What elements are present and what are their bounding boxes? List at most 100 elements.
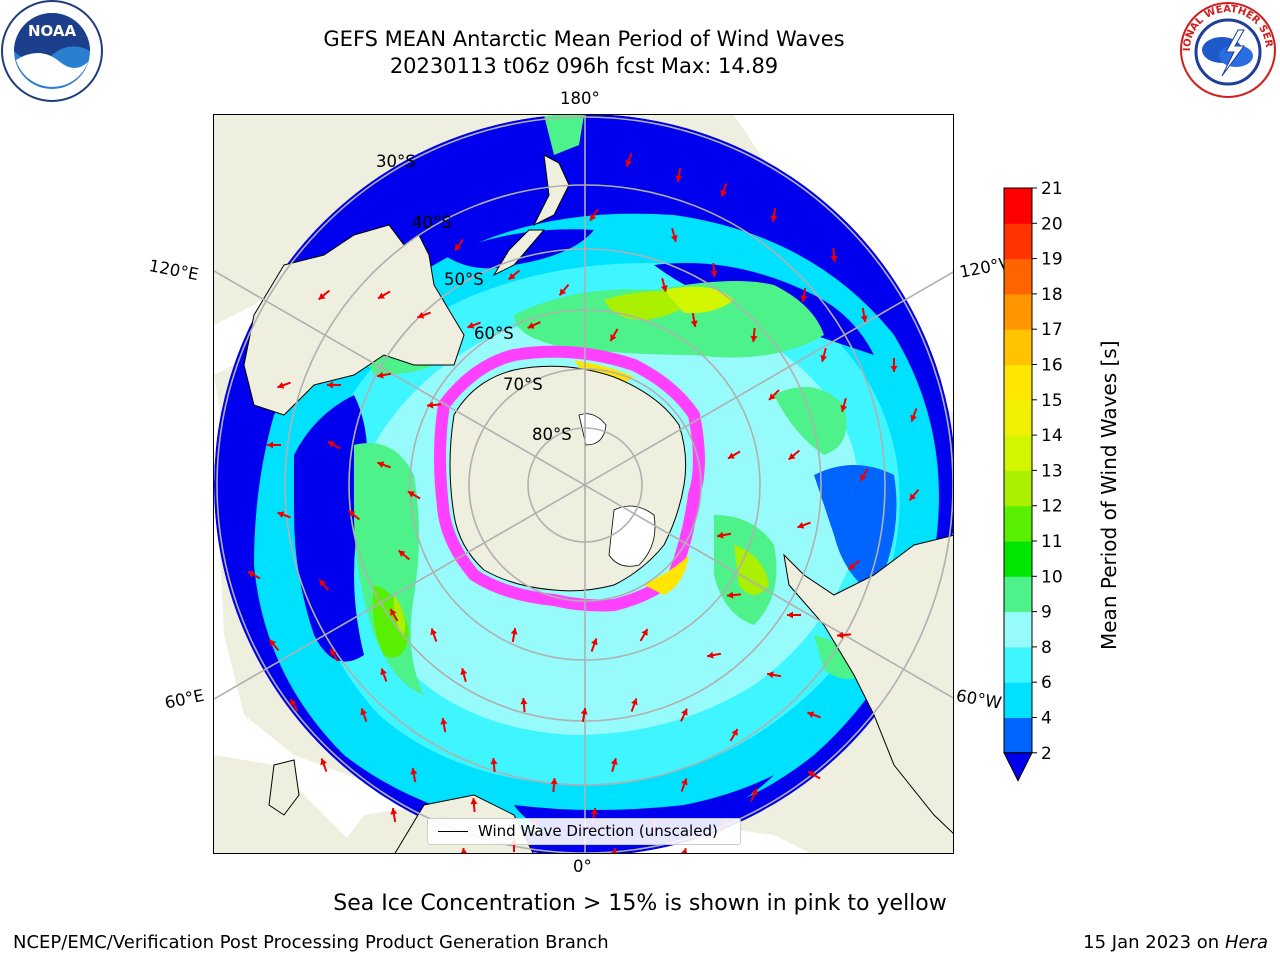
sea-ice-caption: Sea Ice Concentration > 15% is shown in … bbox=[333, 891, 947, 916]
wave-arrow-head bbox=[611, 848, 618, 853]
wave-arrow-head bbox=[427, 401, 434, 409]
wave-arrow-head bbox=[410, 768, 418, 775]
wave-arrow-head bbox=[390, 808, 398, 815]
wave-arrow-head bbox=[277, 511, 285, 518]
wave-arrow-head bbox=[681, 848, 688, 853]
wave-arrow-head bbox=[890, 366, 898, 372]
wave-arrow-head bbox=[690, 320, 698, 327]
footer-branch: NCEP/EMC/Verification Post Processing Pr… bbox=[13, 932, 609, 953]
colorbar-tick-label: 12 bbox=[1041, 497, 1063, 517]
colorbar-tick-label: 17 bbox=[1041, 320, 1063, 340]
wave-arrow-head bbox=[430, 628, 437, 636]
lat-label-80s: 80°S bbox=[532, 425, 572, 444]
wave-arrow-head bbox=[559, 288, 567, 296]
wave-arrow-head bbox=[520, 698, 528, 705]
lon-label-60e: 60°E bbox=[163, 685, 206, 713]
noaa-logo: NOAA bbox=[0, 0, 104, 104]
lon-label-120e: 120°E bbox=[147, 256, 201, 285]
wave-arrow-head bbox=[277, 382, 285, 389]
wave-arrow-head bbox=[348, 510, 356, 518]
wave-arrow-head bbox=[675, 175, 683, 182]
wave-arrow-head bbox=[454, 243, 462, 251]
lat-label-30s: 30°S bbox=[376, 152, 416, 171]
lon-label-180: 180° bbox=[560, 89, 600, 108]
wave-arrow-head bbox=[641, 628, 648, 636]
wave-arrow-head bbox=[717, 531, 724, 539]
lat-label-50s: 50°S bbox=[444, 270, 484, 289]
colorbar-tick-label: 8 bbox=[1041, 638, 1052, 658]
map-legend: Wind Wave Direction (unscaled) bbox=[427, 818, 741, 845]
colorbar-tick-label: 19 bbox=[1041, 250, 1063, 270]
wave-arrow-head bbox=[670, 235, 678, 242]
nws-logo: NATIONAL WEATHER SERVICE bbox=[1174, 0, 1278, 100]
wave-arrow-head bbox=[461, 848, 467, 853]
wave-arrow-head bbox=[470, 798, 478, 805]
wave-arrow-head bbox=[750, 335, 758, 342]
wave-arrow-head bbox=[527, 322, 535, 329]
lon-label-0: 0° bbox=[573, 857, 592, 876]
colorbar-segment bbox=[1004, 435, 1032, 471]
wave-arrow-head bbox=[330, 648, 337, 656]
wave-arrow-head bbox=[751, 788, 758, 796]
colorbar-tick-label: 11 bbox=[1041, 532, 1063, 552]
colorbar-tick-label: 16 bbox=[1041, 356, 1063, 376]
wave-arrow-head bbox=[407, 491, 415, 498]
lat-label-60s: 60°S bbox=[474, 324, 514, 343]
wave-arrow-head bbox=[590, 808, 598, 815]
wave-arrow-head bbox=[247, 571, 255, 578]
chart-subtitle: 20230113 t06z 096h fcst Max: 14.89 bbox=[389, 54, 779, 78]
wave-arrow-head bbox=[327, 381, 333, 389]
wave-arrow-head bbox=[660, 285, 668, 292]
wave-arrow-head bbox=[327, 441, 335, 448]
legend-line-swatch bbox=[438, 831, 468, 832]
colorbar-tick-label: 4 bbox=[1041, 709, 1052, 729]
colorbar-segment bbox=[1004, 611, 1032, 648]
wave-arrow-head bbox=[510, 628, 518, 635]
wave-arrow-head bbox=[830, 255, 838, 262]
wave-arrow-head bbox=[631, 698, 638, 706]
wave-arrow-head bbox=[460, 668, 468, 675]
lat-label-40s: 40°S bbox=[412, 213, 452, 232]
colorbar-segment bbox=[1004, 717, 1032, 754]
colorbar: 2 4 6 8 9 10 11 12 13 14 15 16 17 18 19 20 21 bbox=[990, 179, 1110, 790]
wave-arrow-head bbox=[769, 393, 776, 400]
footer-date-text: 15 Jan 2023 on bbox=[1083, 932, 1225, 953]
wave-arrow-head bbox=[360, 708, 367, 716]
colorbar-segment bbox=[1004, 646, 1032, 683]
wave-arrow-head bbox=[610, 758, 618, 765]
colorbar-tick-label: 21 bbox=[1041, 180, 1063, 199]
wave-arrow-head bbox=[710, 270, 718, 277]
noaa-logo-text: NOAA bbox=[28, 22, 77, 40]
wave-arrow-head bbox=[377, 371, 384, 379]
wave-arrow-head bbox=[319, 579, 327, 587]
wave-arrow-head bbox=[681, 708, 688, 716]
colorbar-segment bbox=[1004, 364, 1032, 401]
colorbar-label: Mean Period of Wind Waves [s] bbox=[1097, 340, 1121, 650]
wave-arrow-head bbox=[807, 711, 815, 718]
wave-arrow-head bbox=[767, 671, 774, 679]
wave-arrow-head bbox=[550, 778, 558, 785]
wave-arrow-head bbox=[860, 474, 867, 482]
wave-arrow-head bbox=[625, 159, 632, 167]
wave-arrow-head bbox=[788, 452, 796, 460]
wave-arrow-head bbox=[807, 771, 815, 778]
wave-arrow-head bbox=[318, 292, 326, 300]
wave-arrow-head bbox=[417, 312, 425, 319]
colorbar-segment bbox=[1004, 258, 1032, 295]
colorbar-tick-label: 15 bbox=[1041, 391, 1063, 411]
wave-arrow-head bbox=[840, 405, 848, 412]
wave-arrow-head bbox=[707, 651, 714, 659]
footer-host: Hera bbox=[1224, 932, 1268, 953]
wave-arrow-head bbox=[797, 522, 805, 529]
wave-arrow-head bbox=[787, 611, 793, 619]
wave-arrow-head bbox=[681, 778, 688, 786]
colorbar-segment bbox=[1004, 188, 1032, 224]
colorbar-tick-label: 9 bbox=[1041, 603, 1052, 623]
wave-arrow-head bbox=[610, 334, 617, 342]
colorbar-segment bbox=[1004, 293, 1032, 330]
wave-arrow-head bbox=[727, 591, 734, 599]
wave-arrow-head bbox=[837, 631, 844, 639]
wave-arrow-head bbox=[820, 355, 828, 362]
wave-arrow-head bbox=[390, 608, 397, 616]
wave-arrow-head bbox=[770, 215, 778, 222]
